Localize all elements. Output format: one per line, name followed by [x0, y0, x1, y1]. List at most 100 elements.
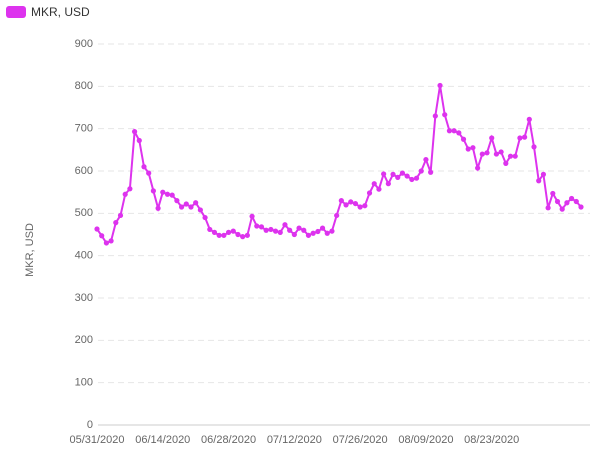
- x-tick-label: 07/26/2020: [333, 434, 388, 446]
- point: [376, 186, 382, 192]
- y-axis-label: MKR, USD: [24, 223, 36, 277]
- point: [498, 149, 504, 155]
- x-tick-label: 07/12/2020: [267, 434, 322, 446]
- point: [395, 174, 401, 180]
- point: [230, 228, 236, 234]
- point: [559, 206, 565, 212]
- x-tick-label: 06/14/2020: [135, 434, 190, 446]
- point: [437, 82, 443, 89]
- point: [451, 128, 457, 134]
- x-tick-label: 05/31/2020: [69, 434, 124, 446]
- y-tick-label: 900: [75, 38, 93, 50]
- point: [174, 198, 180, 204]
- point: [150, 188, 156, 194]
- point: [465, 146, 471, 152]
- point: [254, 223, 260, 229]
- line: [96, 85, 582, 245]
- point: [390, 171, 396, 177]
- point: [169, 192, 175, 198]
- point: [188, 204, 194, 210]
- point: [207, 226, 213, 233]
- point: [381, 171, 387, 177]
- y-tick-label: 500: [75, 207, 93, 219]
- point: [94, 226, 100, 232]
- point: [409, 176, 415, 183]
- point: [315, 228, 321, 235]
- point: [334, 212, 340, 219]
- point: [554, 198, 561, 205]
- point: [160, 189, 166, 195]
- point: [310, 230, 316, 236]
- x-tick-label: 08/23/2020: [464, 434, 519, 446]
- y-tick-label: 600: [75, 165, 93, 177]
- point: [366, 190, 373, 196]
- point: [301, 227, 307, 233]
- point: [540, 171, 547, 177]
- point: [475, 165, 481, 171]
- point: [193, 200, 199, 206]
- point: [404, 173, 410, 179]
- point: [503, 160, 509, 166]
- point: [319, 225, 326, 231]
- point: [522, 134, 528, 140]
- point: [352, 200, 359, 207]
- point: [117, 212, 124, 219]
- point: [305, 232, 312, 238]
- point: [324, 230, 330, 236]
- y-tick-label: 400: [75, 250, 93, 262]
- point: [484, 150, 490, 156]
- point: [545, 205, 551, 211]
- point: [164, 191, 171, 197]
- point: [531, 144, 537, 150]
- point: [183, 201, 189, 207]
- point: [178, 204, 185, 210]
- y-tick-label: 0: [87, 419, 93, 431]
- point: [512, 153, 518, 159]
- point: [244, 232, 250, 238]
- x-tick-label: 06/28/2020: [201, 434, 256, 446]
- point: [479, 151, 485, 157]
- y-tick-label: 800: [75, 80, 93, 92]
- point: [493, 151, 500, 157]
- point: [338, 198, 344, 204]
- legend-swatch: [6, 6, 26, 18]
- point: [432, 113, 438, 119]
- point: [578, 204, 584, 210]
- point: [413, 175, 420, 181]
- point: [536, 178, 542, 184]
- point: [423, 156, 429, 163]
- point: [122, 191, 128, 197]
- legend-label: MKR, USD: [31, 5, 90, 19]
- point: [526, 116, 532, 122]
- point: [460, 136, 467, 142]
- point: [103, 240, 109, 246]
- y-tick-label: 700: [75, 123, 93, 135]
- point: [113, 220, 119, 226]
- point: [573, 198, 579, 205]
- point: [202, 214, 208, 221]
- point: [428, 169, 434, 175]
- point: [418, 168, 424, 174]
- y-tick-label: 100: [75, 377, 93, 389]
- point: [155, 205, 161, 211]
- point: [268, 226, 274, 233]
- point: [489, 135, 495, 141]
- point: [225, 229, 232, 235]
- point: [240, 234, 246, 240]
- point: [343, 202, 349, 208]
- point: [385, 181, 391, 187]
- point: [569, 195, 575, 202]
- point: [507, 153, 514, 159]
- point: [399, 170, 406, 176]
- point: [296, 225, 302, 231]
- point: [277, 229, 283, 235]
- point: [517, 135, 523, 141]
- point: [456, 130, 462, 136]
- point: [371, 181, 377, 187]
- point: [136, 137, 142, 144]
- point: [99, 233, 105, 239]
- point: [470, 145, 476, 151]
- point: [263, 227, 269, 233]
- x-tick-label: 08/09/2020: [398, 434, 453, 446]
- point: [282, 222, 288, 228]
